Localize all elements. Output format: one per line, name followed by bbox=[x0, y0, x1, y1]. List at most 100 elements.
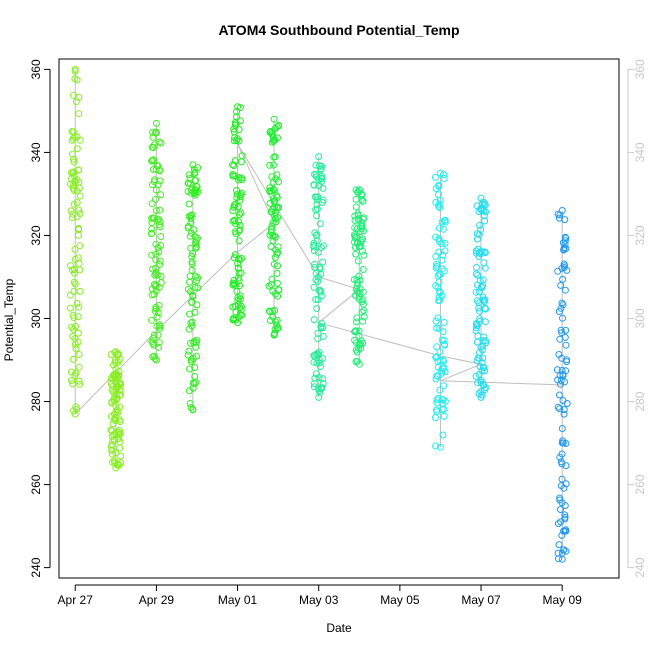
data-point bbox=[435, 278, 443, 286]
data-point bbox=[436, 443, 444, 451]
data-point bbox=[319, 258, 327, 266]
data-point bbox=[238, 152, 246, 160]
data-point bbox=[188, 260, 196, 268]
data-point bbox=[317, 175, 325, 183]
data-point bbox=[560, 260, 568, 268]
data-point bbox=[75, 110, 83, 118]
data-point bbox=[71, 245, 79, 253]
data-point bbox=[270, 161, 277, 169]
data-point bbox=[435, 224, 443, 232]
data-point bbox=[319, 184, 327, 192]
data-point bbox=[70, 325, 77, 333]
data-point bbox=[152, 356, 160, 364]
data-point bbox=[185, 387, 193, 395]
data-point bbox=[359, 247, 366, 255]
data-point bbox=[107, 412, 115, 420]
data-point bbox=[108, 427, 116, 435]
data-point bbox=[114, 409, 122, 416]
data-point bbox=[188, 189, 196, 197]
data-point bbox=[358, 195, 366, 203]
data-point bbox=[184, 285, 192, 293]
data-point bbox=[115, 380, 123, 388]
data-point bbox=[108, 450, 116, 458]
data-point bbox=[433, 408, 441, 416]
data-point bbox=[441, 247, 449, 255]
data-point bbox=[562, 326, 570, 334]
data-point bbox=[238, 311, 246, 319]
data-point bbox=[188, 298, 196, 306]
data-point bbox=[353, 348, 361, 356]
data-point bbox=[110, 436, 118, 443]
data-point bbox=[266, 161, 274, 169]
data-point bbox=[155, 301, 163, 309]
data-point bbox=[557, 377, 565, 385]
data-point bbox=[432, 442, 440, 450]
x-tick-label: May 03 bbox=[299, 593, 339, 607]
data-point bbox=[75, 231, 82, 239]
data-point bbox=[440, 267, 448, 275]
profile-series bbox=[147, 119, 165, 364]
data-point bbox=[156, 257, 164, 265]
data-point bbox=[185, 222, 192, 230]
data-point bbox=[115, 372, 123, 380]
data-point bbox=[69, 311, 77, 319]
data-point bbox=[481, 217, 489, 225]
y-tick-label: 300 bbox=[29, 308, 43, 328]
data-point bbox=[231, 216, 238, 224]
data-point bbox=[554, 403, 562, 411]
data-point bbox=[474, 245, 482, 253]
data-point bbox=[561, 333, 569, 341]
data-point bbox=[358, 223, 366, 230]
data-point bbox=[235, 255, 242, 263]
data-point bbox=[481, 304, 489, 312]
data-point bbox=[192, 239, 199, 246]
data-point bbox=[561, 286, 569, 294]
data-point bbox=[432, 252, 440, 260]
data-point bbox=[359, 215, 367, 223]
data-point bbox=[355, 341, 363, 349]
data-point bbox=[436, 196, 444, 204]
data-point bbox=[359, 266, 367, 273]
data-point bbox=[479, 363, 487, 371]
data-point bbox=[474, 379, 482, 387]
data-point bbox=[115, 416, 123, 424]
data-point bbox=[155, 339, 163, 347]
data-point bbox=[273, 193, 281, 201]
data-point bbox=[148, 225, 156, 233]
data-point bbox=[436, 271, 444, 279]
data-point bbox=[314, 277, 322, 285]
data-point bbox=[76, 242, 84, 250]
data-point bbox=[75, 363, 83, 371]
data-point bbox=[69, 150, 76, 158]
data-point bbox=[194, 284, 202, 292]
data-point bbox=[319, 196, 327, 204]
data-point bbox=[271, 136, 279, 144]
data-point bbox=[235, 269, 243, 277]
data-point bbox=[561, 513, 569, 521]
data-point bbox=[268, 275, 276, 283]
profile-series bbox=[184, 161, 202, 414]
data-point bbox=[187, 212, 195, 220]
data-point bbox=[275, 286, 282, 294]
data-point bbox=[189, 379, 197, 387]
data-point bbox=[152, 195, 159, 203]
data-point bbox=[352, 203, 360, 211]
data-point bbox=[432, 375, 440, 383]
data-point bbox=[156, 261, 164, 268]
data-point bbox=[436, 348, 444, 356]
data-point bbox=[189, 354, 197, 362]
data-point bbox=[76, 287, 84, 295]
data-point bbox=[474, 332, 482, 340]
data-point bbox=[433, 372, 441, 380]
data-point bbox=[188, 266, 196, 274]
data-point bbox=[71, 177, 79, 185]
data-point bbox=[356, 276, 364, 284]
data-point bbox=[473, 338, 481, 346]
data-point bbox=[152, 119, 160, 127]
data-point bbox=[436, 386, 444, 394]
data-point bbox=[310, 358, 318, 366]
data-point bbox=[111, 349, 119, 356]
data-point bbox=[553, 366, 561, 374]
data-point bbox=[477, 194, 485, 202]
data-point bbox=[152, 250, 160, 258]
